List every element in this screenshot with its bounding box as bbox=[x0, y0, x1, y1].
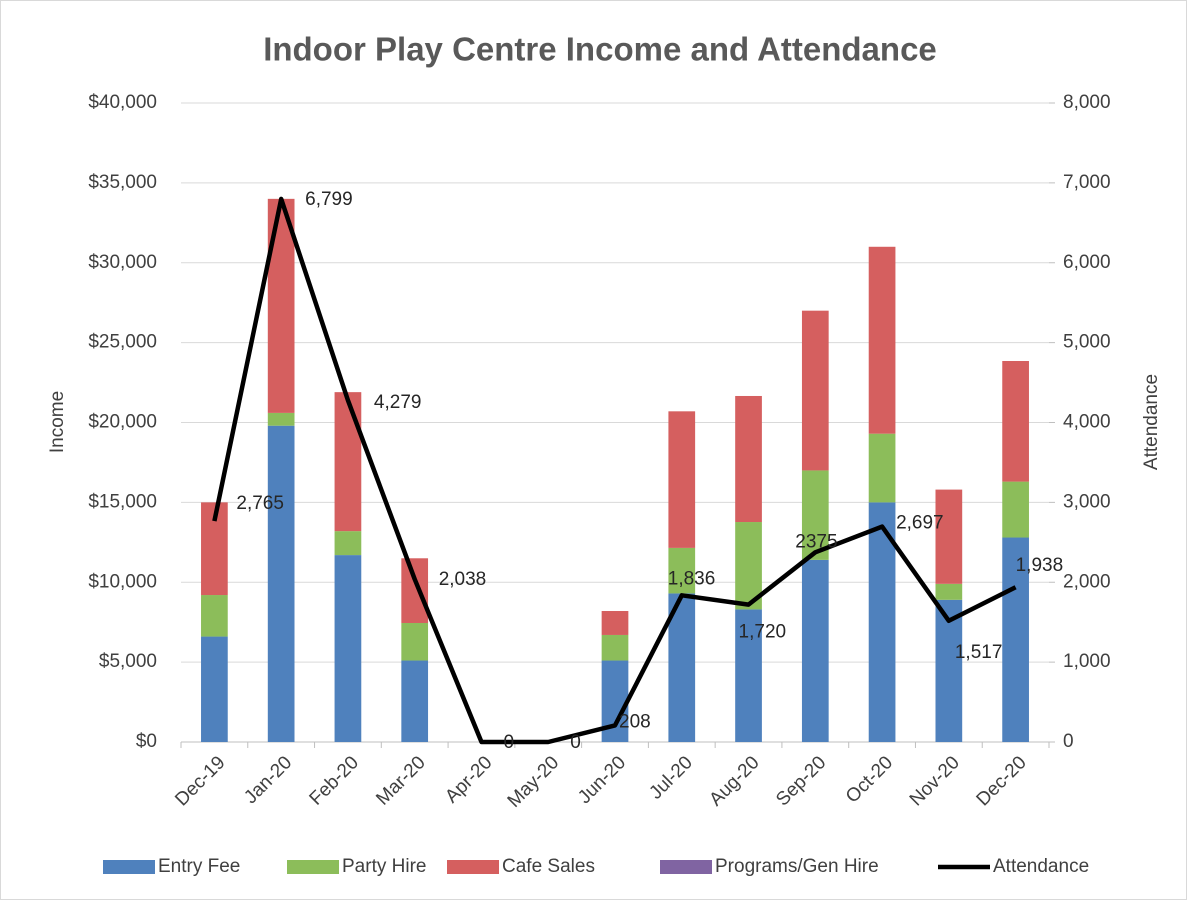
data-label: 2,765 bbox=[236, 493, 284, 514]
chart-title: Indoor Play Centre Income and Attendance bbox=[263, 31, 937, 68]
y-tick-label: $5,000 bbox=[99, 651, 157, 672]
y2-tick-label: 8,000 bbox=[1063, 92, 1111, 113]
y2-tick-label: 2,000 bbox=[1063, 571, 1111, 592]
y2-axis-title: Attendance bbox=[1141, 374, 1162, 470]
data-label: 0 bbox=[503, 732, 514, 753]
y2-tick-label: 0 bbox=[1063, 731, 1074, 752]
bar-segment bbox=[801, 559, 829, 742]
legend-label: Party Hire bbox=[342, 856, 426, 877]
y2-tick-label: 4,000 bbox=[1063, 412, 1111, 433]
y-tick-label: $35,000 bbox=[88, 172, 157, 193]
data-label: 2,038 bbox=[439, 569, 487, 590]
y-tick-label: $25,000 bbox=[88, 332, 157, 353]
bar-segment bbox=[601, 634, 629, 661]
data-label: 6,799 bbox=[305, 189, 353, 210]
legend-swatch bbox=[660, 860, 712, 874]
bar-segment bbox=[668, 547, 696, 594]
y-tick-label: $30,000 bbox=[88, 252, 157, 273]
bar-segment bbox=[668, 411, 696, 548]
bar-segment bbox=[1002, 481, 1029, 538]
legend-label: Attendance bbox=[993, 856, 1089, 877]
bar-segment bbox=[801, 470, 829, 560]
legend-label: Cafe Sales bbox=[502, 856, 595, 877]
legend-swatch bbox=[287, 860, 339, 874]
data-label: 1,938 bbox=[1016, 555, 1064, 576]
bar-segment bbox=[935, 489, 963, 584]
y-tick-label: $15,000 bbox=[88, 491, 157, 512]
data-label: 208 bbox=[619, 711, 651, 732]
line-series bbox=[212, 196, 1017, 745]
bar-segment bbox=[401, 558, 429, 623]
bar-segment bbox=[601, 611, 629, 635]
legend-label: Entry Fee bbox=[158, 856, 240, 877]
y2-tick-label: 6,000 bbox=[1063, 252, 1111, 273]
y2-tick-label: 7,000 bbox=[1063, 172, 1111, 193]
y2-tick-label: 3,000 bbox=[1063, 491, 1111, 512]
data-label: 2,697 bbox=[896, 513, 944, 534]
bar-segment bbox=[334, 555, 362, 742]
data-label: 1,836 bbox=[668, 568, 716, 589]
y2-tick-label: 5,000 bbox=[1063, 332, 1111, 353]
y-tick-label: $0 bbox=[136, 731, 157, 752]
bar-segment bbox=[935, 599, 963, 742]
bar-segment bbox=[267, 412, 295, 426]
bar-segment bbox=[267, 425, 295, 742]
data-label: 2375 bbox=[795, 531, 837, 552]
bar-segment bbox=[1002, 537, 1029, 742]
bar-segment bbox=[334, 392, 362, 532]
data-label: 1,517 bbox=[955, 642, 1003, 663]
legend-swatch bbox=[103, 860, 155, 874]
bar-segment bbox=[668, 593, 696, 742]
bar-segment bbox=[401, 622, 429, 661]
y2-tick-label: 1,000 bbox=[1063, 651, 1111, 672]
bar-segment bbox=[201, 595, 228, 637]
y-tick-label: $10,000 bbox=[88, 571, 157, 592]
legend-swatch bbox=[447, 860, 499, 874]
y-tick-label: $20,000 bbox=[88, 412, 157, 433]
data-label: 4,279 bbox=[374, 392, 422, 413]
bar-segment bbox=[334, 531, 362, 556]
data-label: 1,720 bbox=[739, 622, 787, 643]
bar-segment bbox=[201, 636, 228, 742]
bar-segment bbox=[735, 395, 762, 523]
y-tick-label: $40,000 bbox=[88, 92, 157, 113]
legend-label: Programs/Gen Hire bbox=[715, 856, 879, 877]
data-label: 0 bbox=[570, 732, 581, 753]
bar-segment bbox=[1002, 360, 1029, 482]
bar-segment bbox=[401, 660, 429, 742]
bar-segment bbox=[735, 609, 762, 742]
bar-segment bbox=[935, 583, 963, 600]
bar-segment bbox=[868, 433, 896, 503]
y-axis-title: Income bbox=[47, 391, 68, 453]
bar-segment bbox=[801, 310, 829, 471]
bar-segment bbox=[868, 246, 896, 434]
